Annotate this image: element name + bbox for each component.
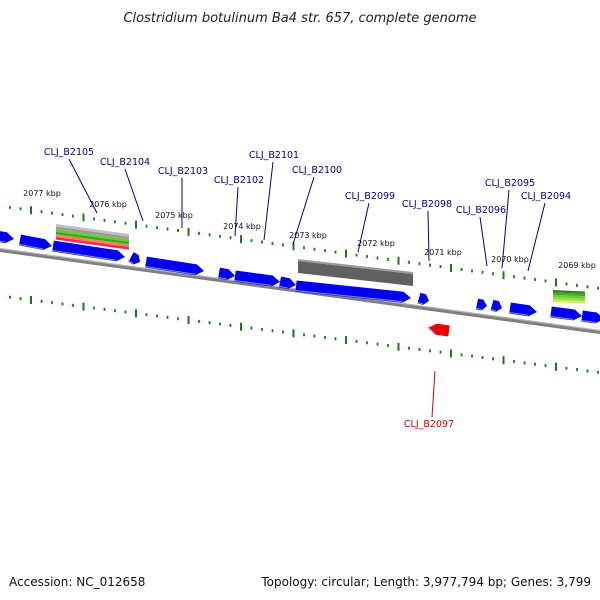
gene-label: CLJ_B2096	[456, 205, 506, 216]
gene-label-leader	[427, 210, 430, 262]
gene-arrow	[550, 306, 582, 321]
feature-bands	[56, 224, 585, 304]
feature-band	[553, 299, 585, 304]
tick-labels: 2077 kbp 2076 kbp 2075 kbp 2074 kbp 2073 kbp…	[23, 189, 596, 270]
gene-arrow-highlight	[417, 301, 424, 305]
gene-arrow-highlight	[217, 276, 227, 280]
tick-label: 2073 kbp	[289, 231, 327, 240]
gene-arrow	[145, 256, 204, 276]
gene-arrow	[0, 231, 14, 244]
feature-band	[56, 237, 129, 250]
feature-band-grey	[298, 261, 413, 286]
feature-band	[56, 224, 129, 237]
tick-label: 2077 kbp	[23, 189, 61, 198]
feature-band	[56, 226, 129, 240]
gene-label: CLJ_B2094	[521, 191, 571, 202]
gene-label-leader	[479, 216, 488, 267]
gene-arrow-highlight	[490, 308, 497, 312]
gene-label: CLJ_B2099	[345, 191, 395, 202]
gene-arrow	[295, 280, 411, 303]
gene-label-leader	[124, 168, 144, 222]
gene-label-leader	[292, 176, 315, 245]
gene-arrow-highlight	[52, 249, 117, 261]
gene-arrow	[490, 299, 502, 312]
gene-arrow	[417, 292, 429, 305]
tick-label: 2075 kbp	[155, 211, 193, 220]
gene-label: CLJ_B2100	[292, 165, 342, 176]
gene-arrow-highlight	[581, 319, 596, 323]
feature-band-grey-edge	[298, 259, 413, 274]
gene-arrow	[581, 310, 600, 324]
gene-arrow-highlight	[475, 307, 482, 310]
inner-tick-track	[9, 295, 599, 374]
gene-arrow-highlight	[0, 240, 6, 243]
gene-label-leader	[234, 186, 239, 237]
gene-label-leader	[263, 161, 274, 241]
tick-label: 2069 kbp	[558, 261, 596, 270]
genome-summary-text: Topology: circular; Length: 3,977,794 bp…	[260, 575, 591, 589]
outer-tick-track	[9, 205, 599, 290]
gene-label-leader	[68, 158, 98, 214]
gene-arrow	[278, 276, 296, 290]
gene-arrow-highlight	[128, 260, 134, 264]
gene-label-leader	[357, 202, 370, 253]
gene-arrow-highlight	[509, 311, 529, 316]
map-title: Clostridium botulinum Ba4 str. 657, comp…	[123, 11, 476, 26]
gene-arrow	[52, 240, 126, 262]
feature-band	[56, 231, 129, 245]
gene-label: CLJ_B2104	[100, 157, 150, 168]
tick-label: 2070 kbp	[491, 255, 529, 264]
gene-label: CLJ_B2098	[402, 199, 452, 210]
gene-label: CLJ_B2105	[44, 147, 94, 158]
gene-label: CLJ_B2101	[249, 150, 299, 161]
gene-label: CLJ_B2095	[485, 178, 535, 189]
gene-arrow-highlight	[295, 289, 403, 303]
gene-arrow-reverse	[428, 323, 450, 337]
gene-arrow	[217, 267, 235, 281]
gene-arrow	[475, 298, 487, 311]
gene-arrow	[509, 302, 537, 317]
gene-arrow-highlight	[145, 265, 196, 275]
gene-arrow	[128, 252, 140, 265]
gene-arrow-highlight	[550, 315, 574, 320]
feature-band	[553, 297, 585, 302]
gene-label: CLJ_B2103	[158, 166, 208, 177]
gene-label-leader	[527, 202, 546, 272]
gene-arrow-highlight	[234, 279, 272, 286]
gene-label-leader	[501, 189, 510, 269]
gene-label: CLJ_B2097	[404, 419, 454, 430]
tick-label: 2071 kbp	[424, 248, 462, 257]
feature-band	[553, 292, 585, 297]
feature-band	[56, 234, 129, 247]
feature-band	[553, 290, 585, 294]
gene-arrow-highlight	[278, 285, 288, 289]
tick-label: 2076 kbp	[89, 200, 127, 209]
feature-band	[56, 229, 129, 242]
gene-label: CLJ_B2102	[214, 175, 264, 186]
gene-labels: CLJ_B2105 CLJ_B2104 CLJ_B2103 CLJ_B2102 CLJ_…	[44, 147, 571, 430]
gene-track	[0, 231, 600, 337]
accession-text: Accession: NC_012658	[9, 575, 145, 589]
gene-arrow-highlight	[18, 243, 44, 250]
tick-label: 2074 kbp	[223, 222, 261, 231]
gene-label-leader	[431, 370, 436, 418]
gene-arrow-reverse-highlight	[427, 326, 436, 334]
tick-label: 2072 kbp	[357, 239, 395, 248]
feature-band	[553, 294, 585, 299]
